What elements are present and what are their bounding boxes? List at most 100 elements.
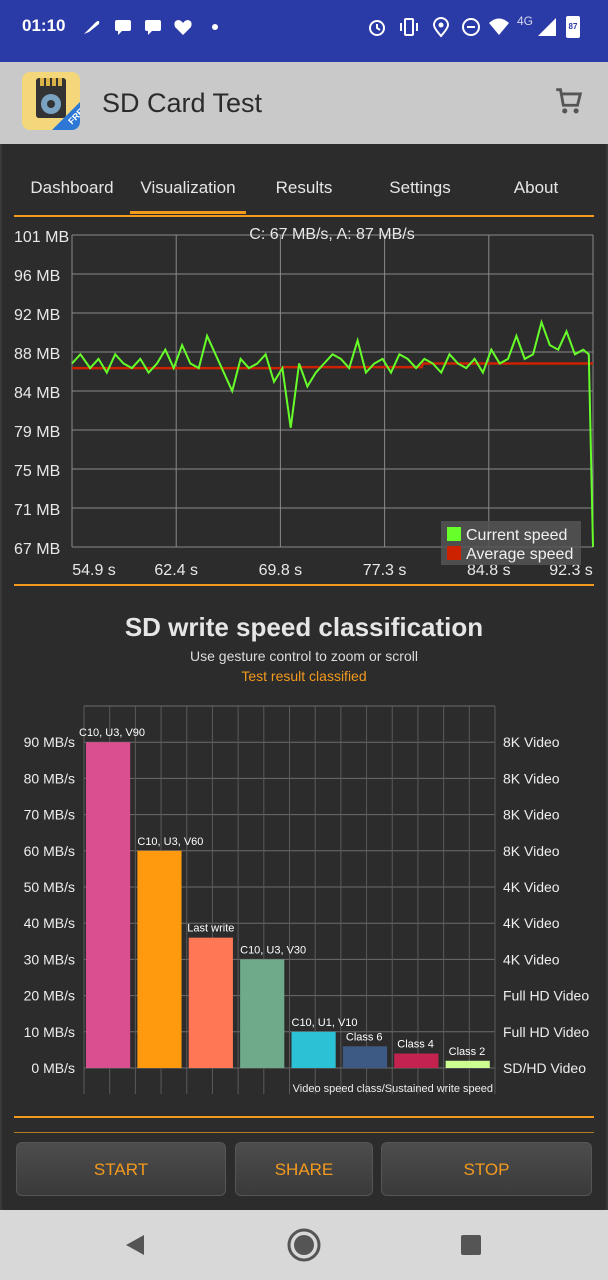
speed-y-tick-label: 88 MB <box>14 346 60 363</box>
bar-y-tick-label: 30 MB/s <box>24 951 75 967</box>
bar-y-right-label: 4K Video <box>503 915 560 931</box>
back-icon[interactable] <box>122 1232 148 1258</box>
bar-7[interactable] <box>445 1060 490 1068</box>
tab-about[interactable]: About <box>513 178 559 197</box>
classification-note: Test result classified <box>241 668 367 684</box>
bar-y-right-label: 8K Video <box>503 807 560 823</box>
app-title: SD Card Test <box>102 88 263 118</box>
speed-chart-legend: Current speed Average speed <box>441 521 581 565</box>
legend-average-swatch <box>447 546 461 560</box>
classification-title: SD write speed classification <box>124 612 484 642</box>
speed-y-tick-label: 101 MB <box>14 229 69 246</box>
speed-x-tick-label: 62.4 s <box>154 562 198 579</box>
bottom-divider-1 <box>14 1116 594 1118</box>
bar-label: Last write <box>187 923 234 935</box>
speed-x-tick-label: 77.3 s <box>363 562 407 579</box>
message-icon-2 <box>145 20 161 35</box>
alarm-icon <box>369 20 385 36</box>
battery-level: 87 <box>568 22 578 31</box>
bar-y-tick-label: 50 MB/s <box>24 879 75 895</box>
average-speed-line <box>72 362 593 370</box>
bar-y-right-label: Full HD Video <box>503 1024 589 1040</box>
bar-y-tick-label: 40 MB/s <box>24 915 75 931</box>
chart-divider <box>14 584 594 586</box>
recents-icon[interactable] <box>458 1232 484 1258</box>
bar-label: Class 6 <box>346 1031 383 1043</box>
bar-y-tick-label: 60 MB/s <box>24 843 75 859</box>
vibrate-icon <box>400 18 418 36</box>
legend-average-label: Average speed <box>466 546 573 563</box>
bar-2[interactable] <box>188 937 233 1068</box>
classification-subtitle: Use gesture control to zoom or scroll <box>190 648 418 664</box>
network-type: 4G <box>517 14 534 28</box>
do-not-disturb-icon <box>462 18 480 36</box>
tab-results[interactable]: Results <box>275 178 333 197</box>
feather-app-icon <box>84 20 100 34</box>
bar-y-tick-label: 10 MB/s <box>24 1024 75 1040</box>
shopping-cart-icon[interactable] <box>552 84 586 118</box>
classification-bar-chart[interactable]: C10, U3, V90 C10, U3, V60 Last write C10, U… <box>0 700 608 1100</box>
bar-label: C10, U3, V90 <box>79 727 145 739</box>
legend-current-label: Current speed <box>466 527 567 544</box>
app-bar: FREE SD Card Test <box>0 62 608 144</box>
speed-line-chart[interactable]: 101 MB 96 MB 92 MB 88 MB 84 MB 79 MB 75 MB 71 M… <box>0 218 608 582</box>
speed-x-tick-label: 54.9 s <box>72 562 116 579</box>
bar-y-right-label: Full HD Video <box>503 988 589 1004</box>
speed-y-tick-label: 71 MB <box>14 502 60 519</box>
location-icon <box>432 17 450 38</box>
tabs-divider <box>14 215 594 217</box>
bar-y-right-label: SD/HD Video <box>503 1060 586 1076</box>
wifi-icon <box>489 18 509 35</box>
status-time: 01:10 <box>22 16 66 35</box>
bar-6[interactable] <box>394 1053 439 1068</box>
speed-y-tick-label: 67 MB <box>14 541 60 558</box>
tab-settings[interactable]: Settings <box>389 178 451 197</box>
start-button[interactable]: START <box>16 1142 226 1196</box>
speed-y-tick-label: 75 MB <box>14 463 60 480</box>
bar-label: Class 4 <box>397 1039 434 1051</box>
bar-y-tick-label: 70 MB/s <box>24 807 75 823</box>
bar-5[interactable] <box>342 1046 388 1068</box>
speed-y-tick-label: 84 MB <box>14 385 60 402</box>
speed-chart-header: C: 67 MB/s, A: 87 MB/s <box>249 226 414 243</box>
bar-4[interactable] <box>291 1031 336 1068</box>
bar-3[interactable] <box>240 959 285 1068</box>
stop-button[interactable]: STOP <box>381 1142 592 1196</box>
active-tab-indicator <box>130 211 246 214</box>
bar-label: C10, U3, V60 <box>137 836 203 848</box>
bar-1[interactable] <box>137 850 182 1068</box>
bar-y-right-label: 8K Video <box>503 770 560 786</box>
tab-visualization[interactable]: Visualization <box>140 178 236 197</box>
bar-y-right-label: 8K Video <box>503 843 560 859</box>
speed-x-tick-label: 69.8 s <box>259 562 303 579</box>
bar-y-right-label: 4K Video <box>503 951 560 967</box>
bar-y-right-label: 4K Video <box>503 879 560 895</box>
share-button[interactable]: SHARE <box>235 1142 373 1196</box>
bar-y-tick-label: 20 MB/s <box>24 988 75 1004</box>
bar-label: Class 2 <box>449 1046 486 1058</box>
bar-label: C10, U3, V30 <box>240 944 306 956</box>
dot-icon <box>212 24 218 30</box>
bar-y-tick-label: 90 MB/s <box>24 734 75 750</box>
classification-footer: Video speed class/Sustained write speed <box>293 1083 493 1095</box>
navigation-bar <box>0 1210 608 1280</box>
speed-x-tick-label: 92.3 s <box>549 562 593 579</box>
speed-y-tick-label: 92 MB <box>14 307 60 324</box>
bar-y-right-label: 8K Video <box>503 734 560 750</box>
home-icon[interactable] <box>286 1227 322 1263</box>
heart-icon <box>174 20 192 35</box>
message-icon <box>115 20 131 35</box>
speed-y-tick-label: 79 MB <box>14 424 60 441</box>
signal-icon <box>538 18 556 36</box>
bar-y-tick-label: 80 MB/s <box>24 770 75 786</box>
speed-y-tick-label: 96 MB <box>14 268 60 285</box>
bottom-divider-2 <box>14 1132 594 1133</box>
speed-x-tick-label: 84.8 s <box>467 562 511 579</box>
bar-y-tick-label: 0 MB/s <box>31 1060 75 1076</box>
app-logo: FREE <box>22 72 80 130</box>
tab-dashboard[interactable]: Dashboard <box>30 178 114 197</box>
legend-current-swatch <box>447 527 461 541</box>
bar-label: C10, U1, V10 <box>292 1017 358 1029</box>
status-bar: 01:10 4G 87 <box>0 0 608 62</box>
bar-0[interactable] <box>86 742 131 1068</box>
